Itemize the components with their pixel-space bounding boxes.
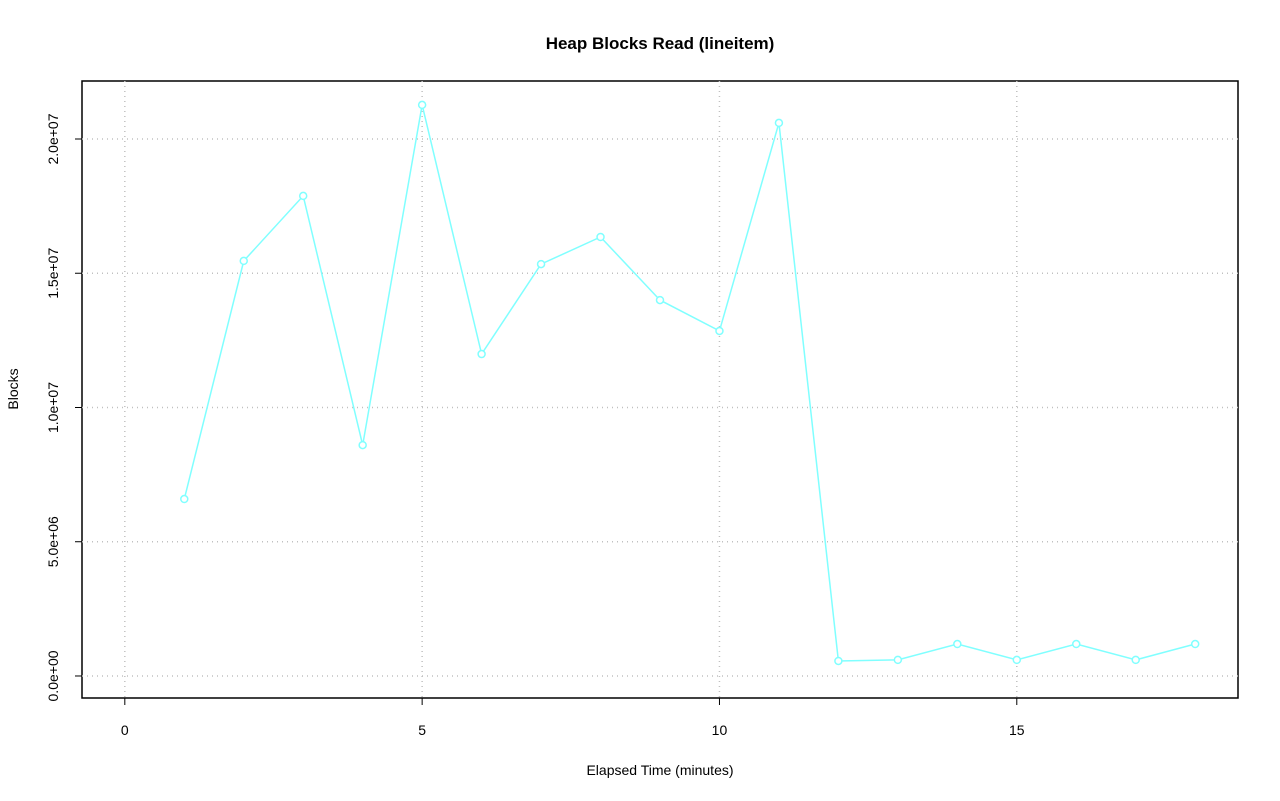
x-tick-label: 0 [121,722,129,738]
data-point [1012,655,1022,665]
y-tick-label: 0.0e+00 [45,650,61,701]
data-point [477,349,486,359]
data-point [1072,639,1081,649]
x-axis-label: Elapsed Time (minutes) [586,762,733,778]
data-point [834,656,843,666]
data-point [417,100,427,110]
data-point [1190,639,1200,649]
plot-frame [81,80,1239,699]
data-point [655,295,665,305]
data-point [953,639,962,649]
data-point [774,118,784,128]
data-point [298,191,308,201]
data-point [1131,655,1140,665]
data-point [536,259,546,269]
chart-title: Heap Blocks Read (lineitem) [546,34,775,53]
x-tick-label: 15 [1009,722,1025,738]
y-tick-label: 2.0e+07 [45,113,61,164]
x-tick-label: 10 [712,722,728,738]
y-axis-label: Blocks [5,368,21,409]
y-tick-label: 1.0e+07 [45,382,61,433]
data-point [893,655,903,665]
data-point [715,326,724,336]
y-tick-label: 5.0e+06 [45,516,61,567]
y-tick-label: 1.5e+07 [45,248,61,299]
data-point [180,494,189,504]
data-point [358,440,367,450]
data-point [596,232,605,242]
x-tick-label: 5 [418,722,426,738]
data-line [183,104,1196,662]
data-point [239,256,248,266]
